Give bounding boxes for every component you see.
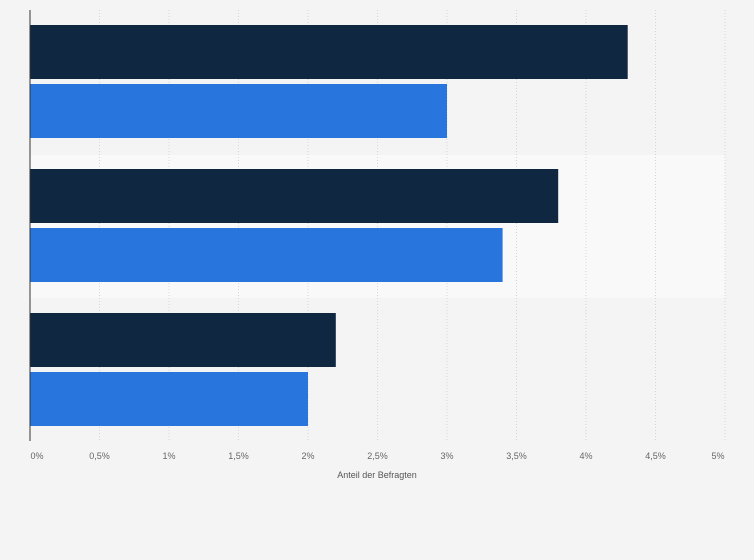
- x-tick-label: 4%: [579, 451, 592, 461]
- x-tick-label: 5%: [711, 451, 724, 461]
- bar-series-2-group-2: [30, 228, 503, 282]
- x-tick-label: 4,5%: [645, 451, 666, 461]
- x-tick-label: 3%: [440, 451, 453, 461]
- bar-series-1-group-3: [30, 313, 336, 367]
- x-axis-ticks: 0% 0,5% 1% 1,5% 2% 2,5% 3% 3,5% 4% 4,5% 5%: [30, 451, 724, 461]
- bar-series-2-group-3: [30, 372, 308, 426]
- x-tick-label: 1%: [162, 451, 175, 461]
- x-tick-label: 2%: [301, 451, 314, 461]
- bar-series-2-group-1: [30, 84, 447, 138]
- x-tick-label: 3,5%: [506, 451, 527, 461]
- x-axis-title: Anteil der Befragten: [337, 470, 417, 480]
- x-tick-label: 0%: [30, 451, 43, 461]
- x-tick-label: 0,5%: [89, 451, 110, 461]
- bar-series-1-group-2: [30, 169, 559, 223]
- bars: [30, 25, 628, 426]
- bar-series-1-group-1: [30, 25, 628, 79]
- x-tick-label: 2,5%: [367, 451, 388, 461]
- x-tick-label: 1,5%: [228, 451, 249, 461]
